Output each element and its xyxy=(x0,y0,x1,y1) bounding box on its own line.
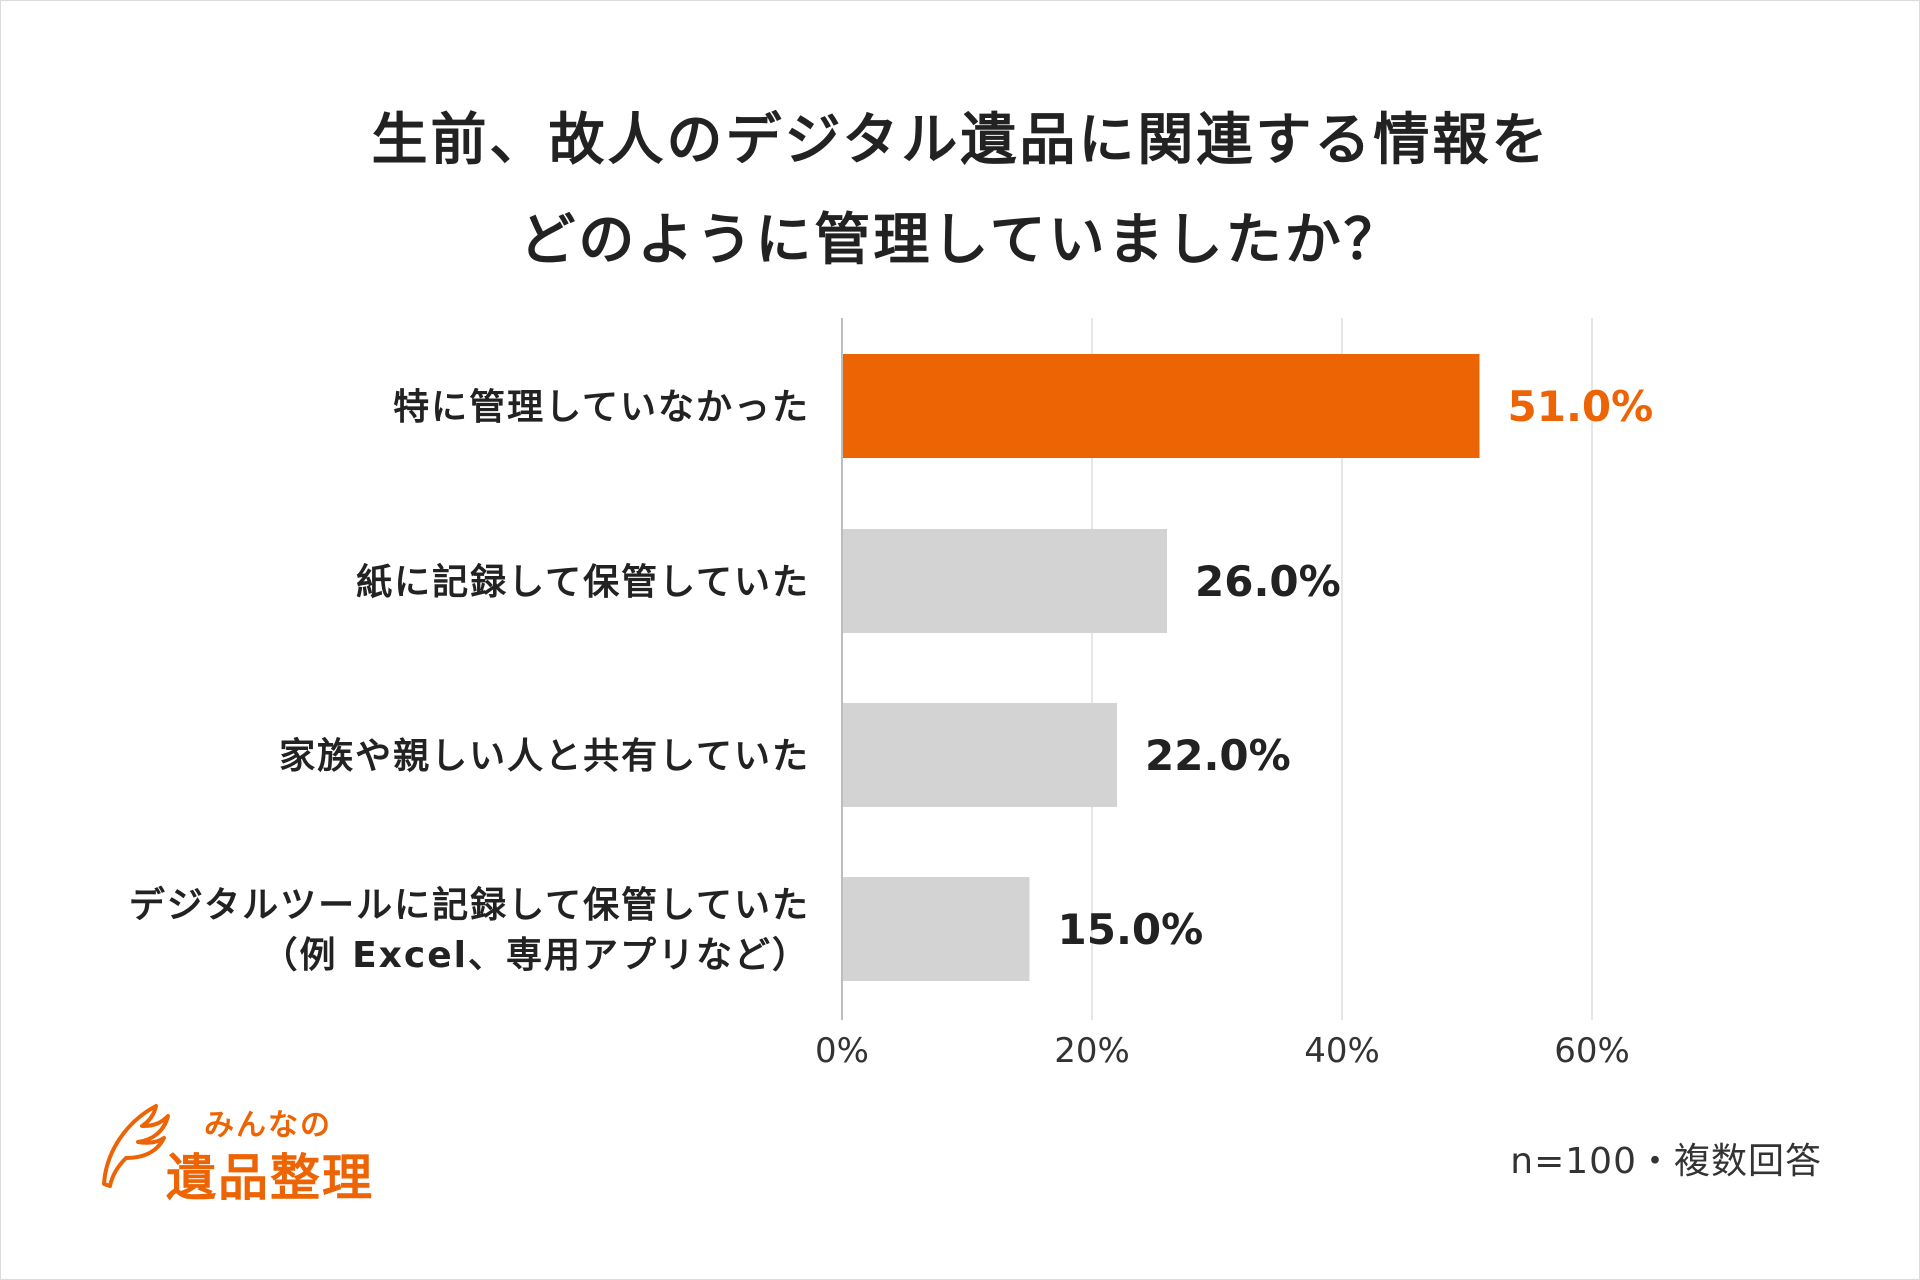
logo-main-text: 遺品整理 xyxy=(166,1149,374,1207)
bar-3 xyxy=(842,877,1030,981)
logo-top-text: みんなの xyxy=(204,1108,332,1143)
x-tick-label-60: 60% xyxy=(1554,1031,1630,1071)
category-label-3-0: デジタルツールに記録して保管していた xyxy=(129,884,810,926)
title-line-2: どのように管理していましたか？ xyxy=(519,208,1403,273)
category-label-2: 家族や親しい人と共有していた xyxy=(279,736,810,777)
bar-2 xyxy=(842,703,1117,807)
value-label-1: 26.0% xyxy=(1195,557,1341,606)
category-label-1: 紙に記録して保管していた xyxy=(356,562,810,603)
x-tick-label-0: 0% xyxy=(815,1031,869,1071)
value-label-0: 51.0% xyxy=(1508,382,1654,431)
bar-0 xyxy=(842,354,1480,458)
title-line-1: 生前、故人のデジタル遺品に関連する情報を xyxy=(371,108,1551,173)
x-tick-label-40: 40% xyxy=(1304,1031,1380,1071)
category-label-0: 特に管理していなかった xyxy=(393,387,810,428)
sample-note: n=100・複数回答 xyxy=(1510,1141,1822,1182)
value-label-2: 22.0% xyxy=(1145,731,1291,780)
wing-icon xyxy=(102,1104,170,1188)
chart-title: 生前、故人のデジタル遺品に関連する情報を どのように管理していましたか？ xyxy=(1,91,1920,291)
bar-1 xyxy=(842,529,1167,633)
brand-logo: みんなの 遺品整理 xyxy=(96,1092,396,1207)
value-label-3: 15.0% xyxy=(1058,905,1204,954)
category-label-3-1: （例 Excel、専用アプリなど） xyxy=(262,935,810,976)
x-tick-label-20: 20% xyxy=(1054,1031,1130,1071)
